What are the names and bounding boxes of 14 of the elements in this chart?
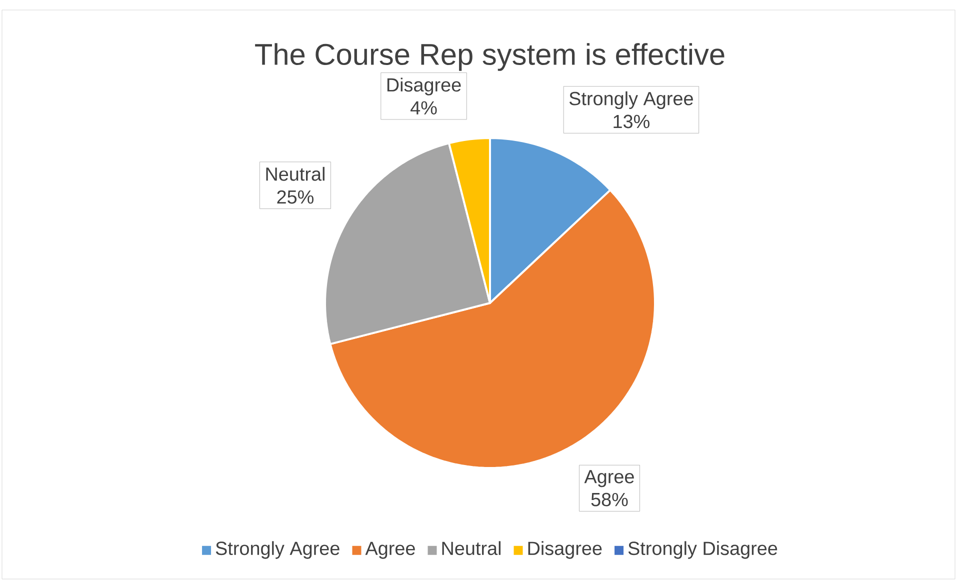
slice-label: Neutral — [266, 166, 324, 181]
legend-label: Strongly Agree — [216, 541, 340, 559]
data-label: 4% — [410, 101, 437, 114]
data-label: 25% — [277, 190, 314, 204]
slice-label: Strongly Agree — [569, 91, 693, 110]
legend-label: Agree — [365, 542, 415, 559]
data-label: 13% — [614, 114, 650, 128]
legend-label: Neutral — [442, 541, 500, 556]
legend-label: Disagree — [528, 541, 602, 559]
legend-label: Strongly Disagree — [628, 541, 778, 559]
chart-title: The Course Rep system is effective — [255, 43, 724, 71]
slice-label: Disagree — [387, 78, 461, 96]
data-label: 58% — [591, 492, 628, 506]
slice-label: Agree — [584, 470, 634, 488]
